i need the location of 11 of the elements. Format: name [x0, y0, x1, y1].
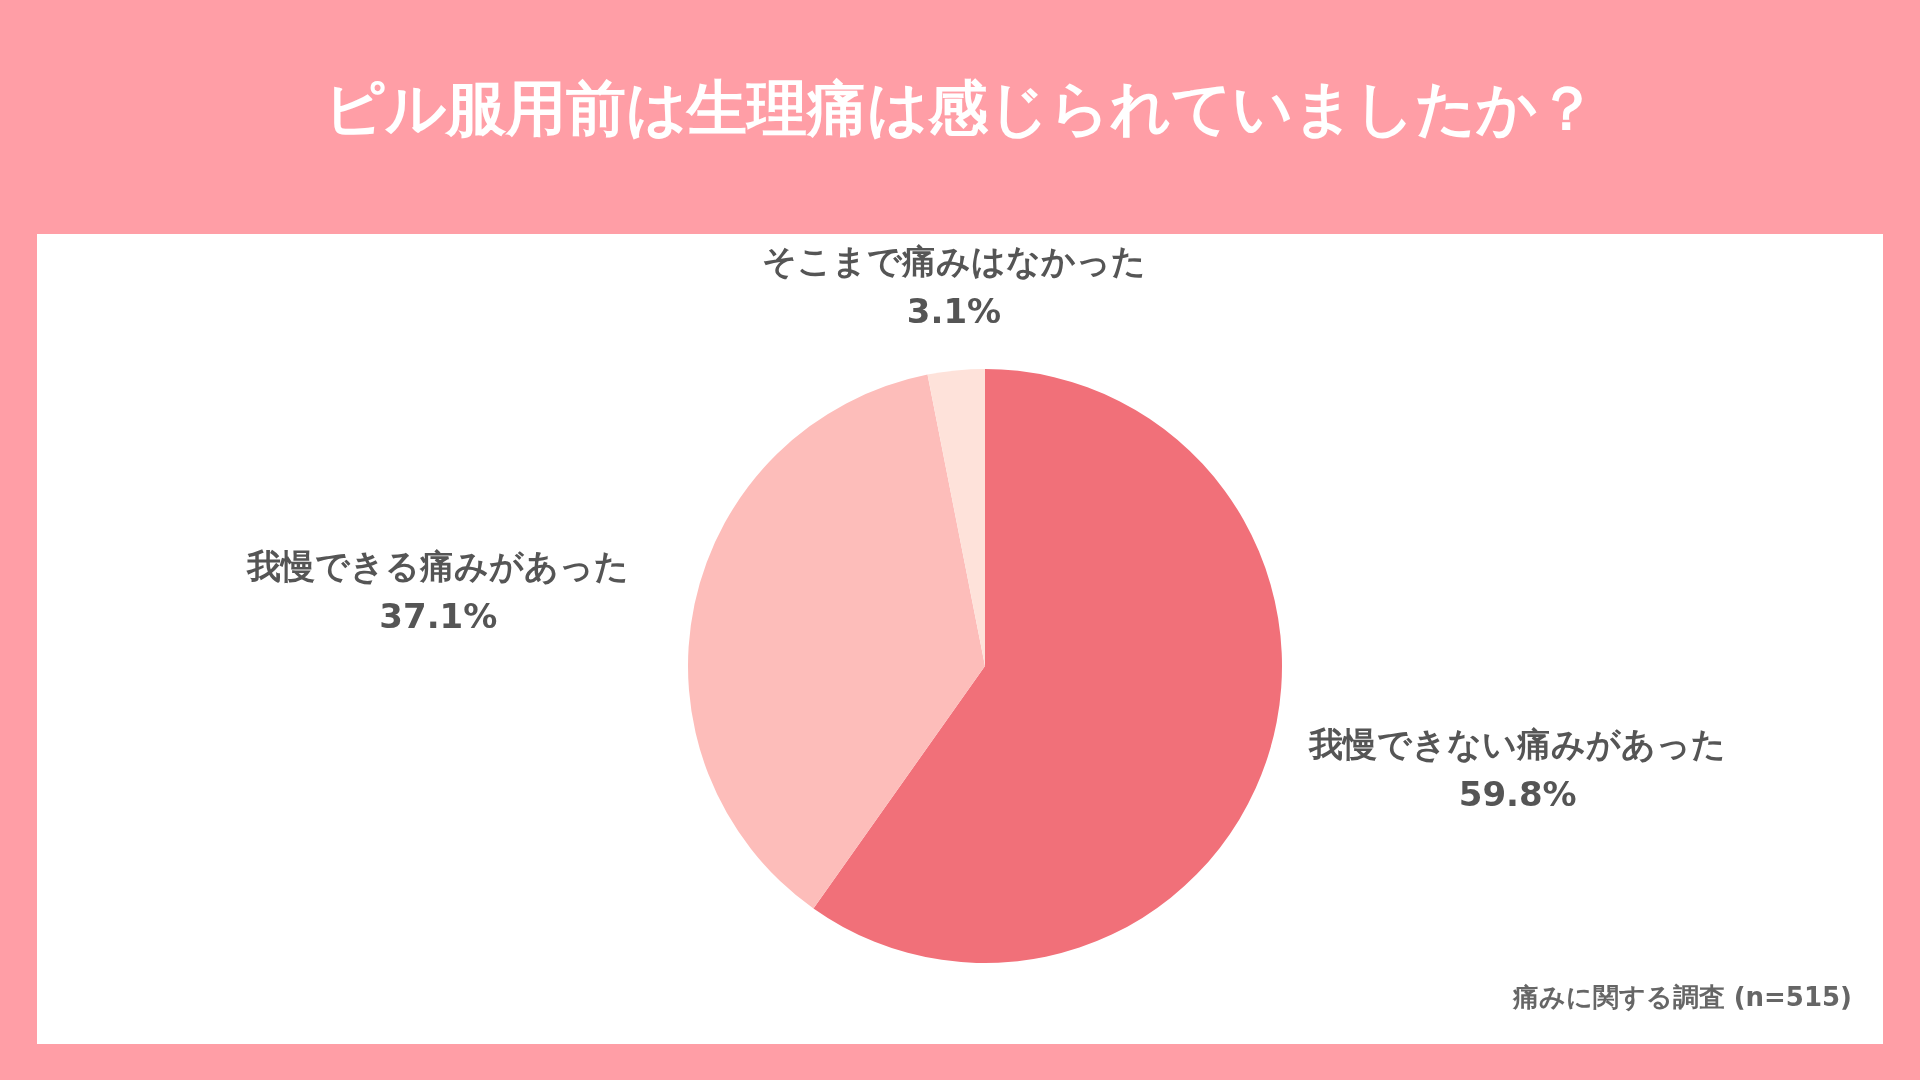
- text: 痛みに関する調査 (n=515): [1511, 981, 1852, 1012]
- pie-slice: [813, 369, 1282, 963]
- pie-slice: [927, 369, 985, 666]
- data-label: 37.1%: [379, 595, 498, 636]
- data-label: 59.8%: [1458, 774, 1577, 815]
- data-label: 3.1%: [906, 291, 1002, 332]
- slice-label: そこまで痛みはなかった: [761, 241, 1146, 282]
- slice-label: 我慢できない痛みがあった: [1308, 724, 1727, 765]
- pie-slice: [688, 374, 985, 909]
- slice-label: 我慢できる痛みがあった: [246, 545, 630, 586]
- chart-title: ピル服用前は生理痛は感じられていましたか？: [323, 72, 1597, 143]
